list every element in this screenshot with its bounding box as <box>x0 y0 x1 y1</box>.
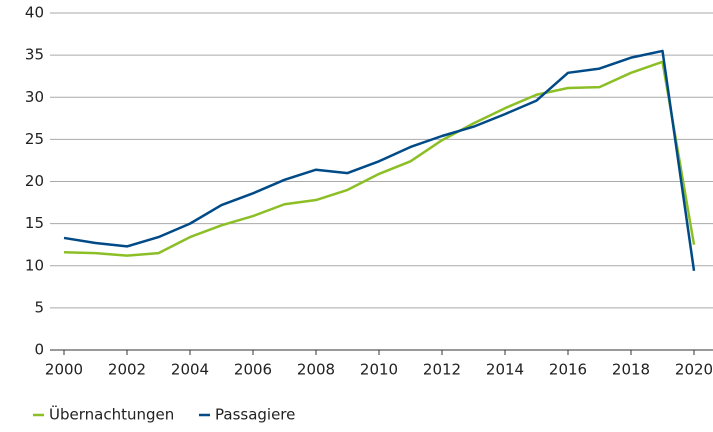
x-tick-label: 2002 <box>108 361 146 379</box>
x-tick-label: 2000 <box>45 361 83 379</box>
line <box>63 49 696 271</box>
y-tick-label: 30 <box>25 88 44 106</box>
legend-label: Passagiere <box>215 406 295 424</box>
y-tick-label: 15 <box>25 214 44 232</box>
x-tick-label: 2018 <box>612 361 650 379</box>
y-tick-label: 20 <box>25 172 44 190</box>
y-tick-label: 10 <box>25 256 44 274</box>
x-tick-label: 2020 <box>675 361 713 379</box>
x-tick-label: 2008 <box>297 361 335 379</box>
x-tick-label: 2004 <box>171 361 209 379</box>
x-tick-label: 2010 <box>360 361 398 379</box>
line <box>63 60 696 257</box>
y-tick-label: 35 <box>25 46 44 64</box>
y-tick-label: 25 <box>25 130 44 148</box>
legend-label: Übernachtungen <box>49 405 174 424</box>
x-tick-label: 2016 <box>549 361 587 379</box>
x-tick-label: 2014 <box>486 361 524 379</box>
x-tick-label: 2006 <box>234 361 272 379</box>
y-tick-label: 40 <box>25 4 44 22</box>
y-tick-label: 5 <box>34 298 44 316</box>
y-tick-label: 0 <box>34 341 44 359</box>
x-tick-label: 2012 <box>423 361 461 379</box>
